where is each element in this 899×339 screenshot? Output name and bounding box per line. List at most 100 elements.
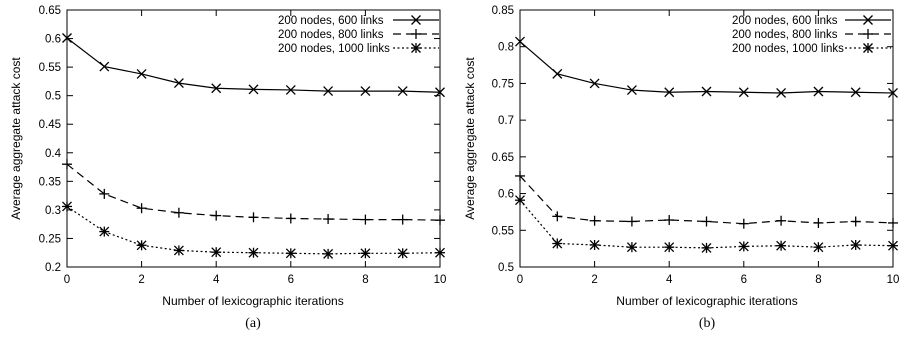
data-point-marker [248,84,259,95]
data-point-marker [888,217,898,228]
data-point-marker [397,214,408,225]
data-point-marker [397,248,408,259]
data-point-marker [515,195,525,206]
legend-label: 200 nodes, 600 links [278,15,384,27]
legend-label: 200 nodes, 800 links [278,29,384,41]
x-tick-label: 0 [517,274,523,286]
y-tick-label: 0.65 [39,5,61,17]
x-tick-label: 8 [815,274,821,286]
data-point-marker [589,78,600,89]
data-point-marker [136,69,147,79]
series-2 [515,170,898,229]
data-point-marker [173,207,184,218]
y-tick-label: 0.8 [498,42,514,54]
data-point-marker [62,201,72,212]
data-point-marker [435,215,445,226]
series-2 [62,159,445,226]
data-point-marker [626,85,637,95]
data-point-marker [323,214,334,225]
x-tick-label: 10 [887,274,899,286]
data-point-marker [285,213,296,224]
data-point-marker [738,218,749,229]
data-point-marker [323,86,334,97]
data-point-marker [626,216,637,227]
x-tick-label: 4 [666,274,673,286]
legend-marker [863,15,873,25]
data-point-marker [285,248,296,259]
data-point-marker [626,242,637,253]
data-point-marker [360,214,371,225]
data-point-marker [62,33,72,43]
data-point-marker [99,61,110,72]
y-tick-label: 0.7 [498,115,514,127]
data-point-marker [589,215,600,226]
data-point-marker [589,239,600,250]
data-point-marker [701,216,712,227]
legend-label: 200 nodes, 600 links [732,15,838,27]
y-tick-label: 0.6 [45,34,61,46]
data-point-marker [323,248,334,259]
data-point-marker [435,247,445,258]
data-point-marker [515,36,525,47]
legend-marker [411,43,421,53]
x-tick-label: 10 [434,274,447,286]
x-tick-label: 4 [213,274,220,286]
x-tick-label: 2 [138,274,144,286]
x-tick-label: 0 [64,274,70,286]
y-tick-label: 0.4 [45,148,62,160]
legend-label: 200 nodes, 800 links [732,29,838,41]
data-point-marker [888,240,898,251]
panel-caption: (a) [245,316,261,331]
y-tick-label: 0.2 [45,262,61,274]
y-tick-label: 0.55 [39,62,61,74]
plot-frame [519,9,894,268]
y-tick-label: 0.45 [39,119,61,131]
chart-panel-a: 0.2 0.25 0.3 0.35 0.4 0.45 0.5 0.55 0.6 0.65 0 2 4 6 8… [9,5,446,331]
series-line [66,205,441,255]
data-point-marker [776,240,787,251]
series-line [66,163,441,221]
series-1 [515,36,898,98]
series-1 [62,33,445,98]
data-point-marker [435,87,445,98]
data-point-marker [850,87,861,98]
data-point-marker [813,217,824,228]
y-tick-label: 0.55 [492,225,514,237]
data-point-marker [248,247,259,258]
data-point-marker [248,212,259,223]
y-axis-label: Average aggregate attack cost [9,57,23,220]
data-point-marker [776,215,787,226]
panel-caption: (b) [699,316,716,331]
data-point-marker [99,188,110,199]
legend-marker [863,29,873,39]
y-tick-label: 0.75 [492,78,514,90]
data-point-marker [360,248,371,259]
legend-marker [863,43,873,53]
data-point-marker [173,78,184,89]
data-point-marker [664,215,675,226]
data-point-marker [738,87,749,98]
legend-marker [411,29,421,39]
y-tick-label: 0.85 [492,5,514,17]
series-3 [62,201,445,259]
data-point-marker [552,68,563,79]
data-point-marker [664,87,675,98]
data-point-marker [211,210,222,221]
data-point-marker [211,83,222,94]
data-point-marker [99,226,110,237]
x-tick-label: 2 [591,274,597,286]
legend-label: 200 nodes, 1000 links [278,43,390,55]
data-point-marker [552,238,563,249]
data-point-marker [776,88,787,98]
y-axis-label: Average aggregate attack cost [463,57,477,220]
data-point-marker [701,86,712,97]
series-3 [515,195,898,253]
data-point-marker [701,242,712,253]
y-tick-label: 0.65 [492,152,514,164]
legend-label: 200 nodes, 1000 links [732,43,844,55]
data-point-marker [136,203,147,214]
legend-marker [411,15,421,25]
x-tick-label: 8 [362,274,368,286]
data-point-marker [62,159,72,170]
x-axis-label: Number of lexicographic iterations [616,294,797,308]
